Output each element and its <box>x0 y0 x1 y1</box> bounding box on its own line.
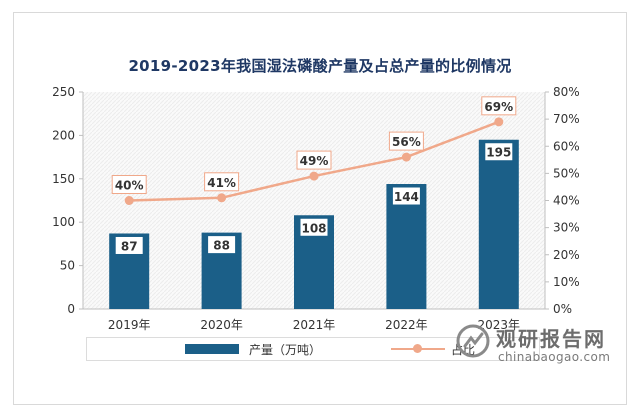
x-tick-label: 2021年 <box>293 318 336 332</box>
legend-item-output: 产量（万吨） <box>185 341 321 357</box>
share-label-box <box>481 96 517 116</box>
legend-label-share: 占比 <box>451 342 476 357</box>
right-tick-label: 0% <box>553 302 572 316</box>
x-tick-label: 2020年 <box>200 318 243 332</box>
legend-bar-swatch <box>185 344 239 354</box>
share-label: 56% <box>392 135 421 149</box>
bar <box>478 139 519 309</box>
bar-label-box <box>484 142 514 162</box>
legend-line-swatch <box>391 344 445 353</box>
right-tick-label: 80% <box>553 85 580 99</box>
chart-title: 2019-2023年我国湿法磷酸产量及占总产量的比例情况 <box>128 57 512 75</box>
bar-label: 87 <box>121 239 138 253</box>
bar-label: 108 <box>301 221 326 235</box>
right-tick-label: 40% <box>553 194 580 208</box>
left-tick-label: 200 <box>52 128 75 142</box>
left-tick-label: 100 <box>52 215 75 229</box>
bar-label: 195 <box>486 146 511 160</box>
legend: 产量（万吨） 占比 <box>86 337 540 361</box>
x-tick-label: 2023年 <box>478 318 521 332</box>
legend-label-output: 产量（万吨） <box>249 342 322 357</box>
bar-label-box <box>299 217 329 237</box>
right-tick-label: 30% <box>553 221 580 235</box>
watermark-url: chinabaogao.com <box>498 350 611 364</box>
bar-label-box <box>207 235 237 255</box>
bar-label-box <box>114 235 144 255</box>
watermark: 观研报告网 chinabaogao.com <box>456 320 616 372</box>
left-tick-label: 50 <box>60 259 75 273</box>
left-tick-label: 150 <box>52 172 75 186</box>
bar-label-box <box>391 186 421 206</box>
share-point <box>401 152 411 162</box>
right-tick-label: 20% <box>553 248 580 262</box>
watermark-logo-icon <box>456 324 490 358</box>
share-point <box>217 193 227 203</box>
share-label: 41% <box>207 176 236 190</box>
right-tick-label: 70% <box>553 112 580 126</box>
share-point <box>494 117 504 127</box>
share-label-box <box>296 150 332 170</box>
left-tick-label: 250 <box>52 85 75 99</box>
share-label-box <box>111 175 147 194</box>
share-label-box <box>204 172 240 192</box>
watermark-brand: 观研报告网 <box>496 327 606 351</box>
right-tick-label: 10% <box>553 275 580 289</box>
share-label: 69% <box>484 100 513 114</box>
share-point <box>124 196 134 205</box>
right-tick-label: 60% <box>553 139 580 153</box>
x-tick-label: 2019年 <box>108 318 151 332</box>
bar-label: 144 <box>394 190 419 204</box>
share-label: 40% <box>115 179 144 193</box>
x-tick-label: 2022年 <box>385 318 428 332</box>
bar-label: 88 <box>213 239 230 253</box>
share-label-box <box>388 131 424 151</box>
share-point <box>309 171 319 181</box>
right-tick-label: 50% <box>553 166 580 180</box>
share-label: 49% <box>300 154 329 168</box>
legend-item-share: 占比 <box>391 341 475 357</box>
left-tick-label: 0 <box>67 302 75 316</box>
